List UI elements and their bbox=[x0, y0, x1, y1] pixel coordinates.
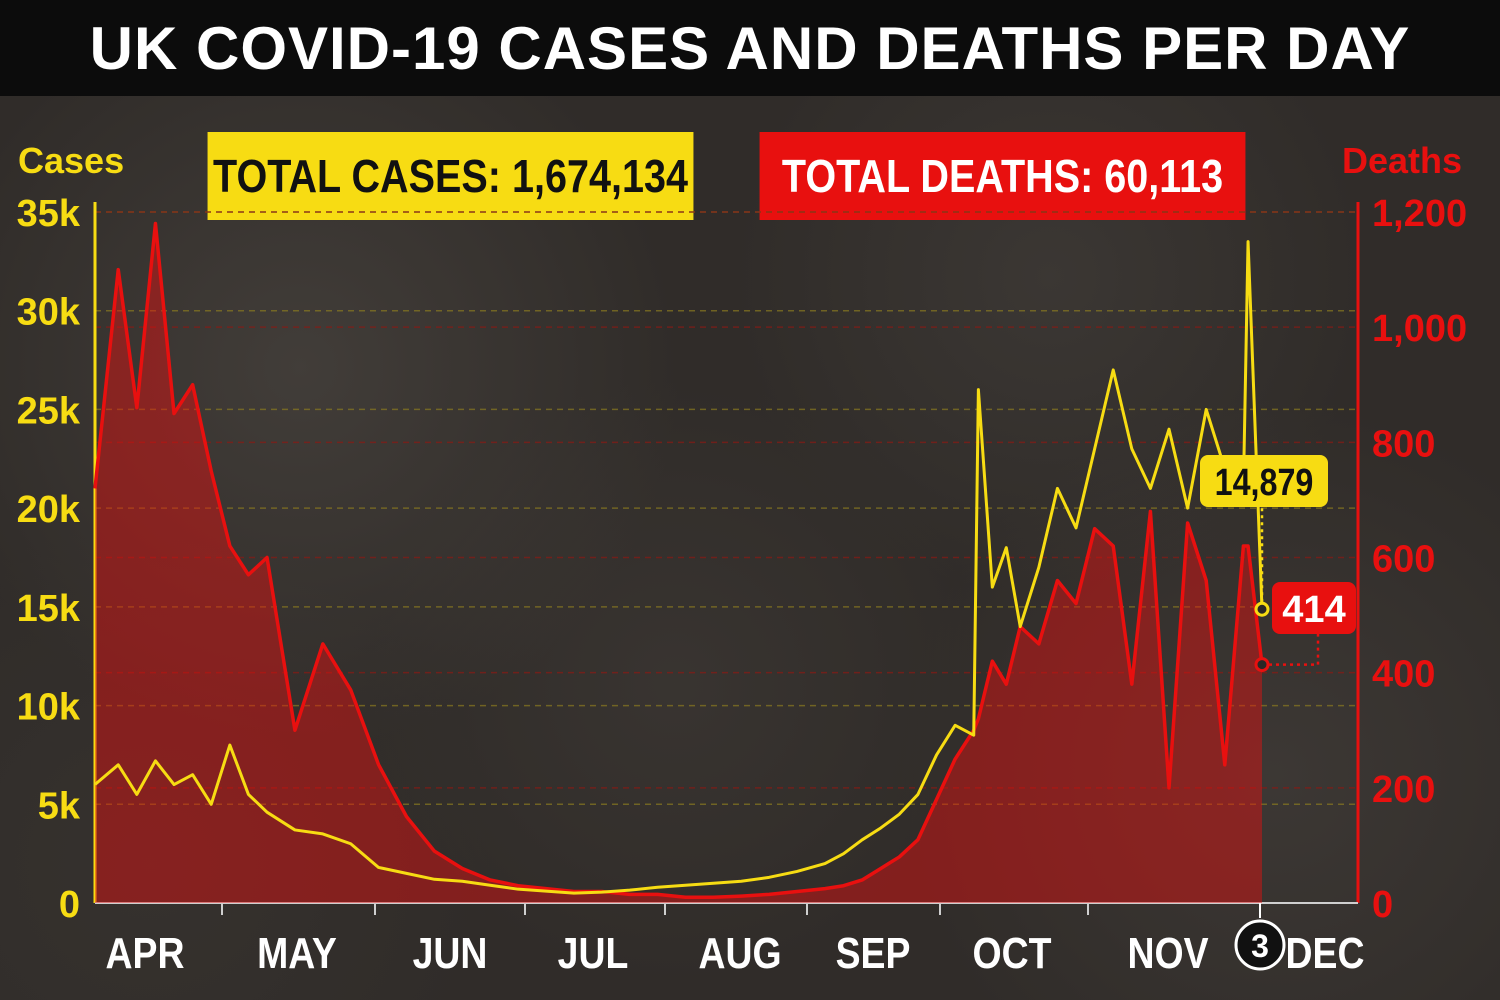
deaths-tick-label: 1,000 bbox=[1372, 308, 1467, 350]
month-label-sep: SEP bbox=[836, 928, 911, 978]
cases-tick-label: 5k bbox=[38, 785, 81, 827]
month-label-dec: DEC bbox=[1286, 928, 1365, 978]
month-label-jun: JUN bbox=[413, 928, 488, 978]
day-marker-label: 3 bbox=[1251, 928, 1269, 964]
deaths-callout-label: 414 bbox=[1282, 589, 1345, 631]
cases-tick-label: 15k bbox=[17, 588, 81, 630]
month-label-nov: NOV bbox=[1127, 928, 1208, 978]
cases-last-marker bbox=[1254, 601, 1270, 617]
cases-callout-box bbox=[1200, 455, 1328, 507]
month-label-oct: OCT bbox=[973, 928, 1052, 978]
deaths-area bbox=[95, 223, 1262, 903]
month-label-apr: APR bbox=[106, 928, 185, 978]
cases-axis-title: Cases bbox=[18, 140, 125, 181]
cases-tick-label: 30k bbox=[17, 292, 81, 334]
cases-tick-label: 20k bbox=[17, 489, 81, 531]
deaths-tick-label: 800 bbox=[1372, 423, 1435, 465]
cases-tick-label: 10k bbox=[17, 687, 81, 729]
total-deaths-text: TOTAL DEATHS: 60,113 bbox=[781, 150, 1224, 202]
deaths-tick-label: 1,200 bbox=[1372, 193, 1467, 235]
day-marker-circle bbox=[1234, 919, 1286, 971]
title-bar: UK COVID-19 CASES AND DEATHS PER DAY bbox=[0, 0, 1500, 96]
deaths-tick-label: 200 bbox=[1372, 769, 1435, 811]
month-label-aug: AUG bbox=[698, 928, 781, 978]
deaths-callout-box bbox=[1272, 582, 1356, 634]
cases-tick-label: 35k bbox=[17, 193, 81, 235]
deaths-last-marker bbox=[1254, 657, 1270, 673]
deaths-tick-label: 600 bbox=[1372, 539, 1435, 581]
total-cases-text: TOTAL CASES: 1,674,134 bbox=[213, 150, 688, 202]
cases-callout-label: 14,879 bbox=[1215, 462, 1314, 504]
total-deaths-box: TOTAL DEATHS: 60,113 bbox=[759, 132, 1246, 220]
month-label-may: MAY bbox=[257, 928, 337, 978]
total-cases-box: TOTAL CASES: 1,674,134 bbox=[207, 132, 694, 220]
cases-tick-label: 25k bbox=[17, 390, 81, 432]
chart-title: UK COVID-19 CASES AND DEATHS PER DAY bbox=[89, 14, 1411, 82]
cases-tick-label: 0 bbox=[59, 884, 80, 926]
deaths-tick-label: 0 bbox=[1372, 884, 1393, 926]
deaths-series-line bbox=[93, 221, 1264, 899]
deaths-tick-label: 400 bbox=[1372, 654, 1435, 696]
deaths-axis-title: Deaths bbox=[1341, 140, 1462, 181]
cases-series-line bbox=[94, 240, 1264, 895]
deaths-callout-leader bbox=[1262, 632, 1320, 666]
month-label-jul: JUL bbox=[558, 928, 629, 978]
